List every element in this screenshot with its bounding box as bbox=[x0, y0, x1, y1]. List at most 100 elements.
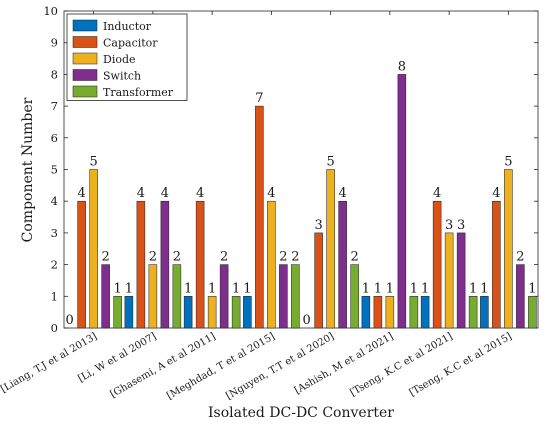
x-category-label: [Ghasemi, A et al 2011] bbox=[109, 331, 218, 400]
bar-transformer bbox=[231, 296, 241, 329]
legend-label: Capacitor bbox=[103, 37, 158, 50]
bar-value-label: 0 bbox=[302, 313, 310, 328]
bar-diode bbox=[207, 296, 217, 329]
bar-value-label: 4 bbox=[137, 186, 145, 201]
bar-diode bbox=[385, 296, 395, 329]
bar-value-label: 1 bbox=[362, 281, 370, 296]
bar-capacitor bbox=[432, 200, 442, 329]
legend-swatch-capacitor bbox=[72, 36, 98, 48]
y-tick-label: 9 bbox=[51, 36, 58, 50]
bar-value-label: 4 bbox=[338, 186, 346, 201]
x-category-label: [Liang, T.J et al 2013] bbox=[0, 331, 99, 395]
bar-switch bbox=[101, 264, 110, 329]
bar-value-label: 4 bbox=[433, 186, 441, 201]
bar-value-label: 1 bbox=[184, 281, 192, 296]
x-category-label: [Ashish, M et al 2021] bbox=[293, 331, 396, 397]
bar-value-label: 2 bbox=[279, 250, 287, 265]
bar-value-label: 2 bbox=[220, 250, 228, 265]
bar-value-label: 3 bbox=[314, 218, 322, 233]
bar-value-label: 1 bbox=[480, 281, 488, 296]
bar-value-label: 4 bbox=[492, 186, 500, 201]
bar-value-label: 2 bbox=[291, 250, 299, 265]
y-tick-label: 1 bbox=[51, 289, 58, 303]
bar-transformer bbox=[113, 296, 122, 329]
bar-switch bbox=[219, 264, 229, 329]
bar-diode bbox=[504, 169, 513, 329]
bar-transformer bbox=[409, 296, 419, 329]
bar-value-label: 1 bbox=[410, 281, 418, 296]
y-tick-label: 7 bbox=[51, 99, 58, 113]
bar-switch bbox=[516, 264, 525, 329]
bar-transformer bbox=[528, 296, 537, 329]
bar-value-label: 1 bbox=[208, 281, 216, 296]
bar-value-label: 7 bbox=[255, 91, 263, 106]
bar-value-label: 3 bbox=[457, 218, 465, 233]
bar-capacitor bbox=[314, 232, 323, 329]
bar-value-label: 2 bbox=[516, 250, 524, 265]
y-tick-label: 10 bbox=[43, 4, 58, 18]
bar-value-label: 4 bbox=[161, 186, 169, 201]
bar-inductor bbox=[420, 296, 430, 329]
bar-switch bbox=[397, 74, 407, 329]
bar-value-label: 4 bbox=[77, 186, 85, 201]
bar-value-label: 5 bbox=[89, 155, 97, 170]
bar-value-label: 0 bbox=[65, 313, 73, 328]
y-tick-label: 2 bbox=[51, 258, 58, 272]
y-tick-label: 6 bbox=[51, 131, 58, 145]
legend-label: Diode bbox=[103, 53, 136, 66]
bar-switch bbox=[279, 264, 288, 329]
bar-capacitor bbox=[255, 105, 264, 329]
bar-value-label: 4 bbox=[196, 186, 204, 201]
bar-switch bbox=[160, 200, 170, 329]
bar-capacitor bbox=[195, 200, 205, 329]
bar-switch bbox=[338, 200, 347, 329]
bar-diode bbox=[444, 232, 454, 329]
bar-inductor bbox=[124, 296, 134, 329]
x-category-label: [Tseng, K.C et al 2015] bbox=[408, 331, 514, 399]
bar-value-label: 1 bbox=[374, 281, 382, 296]
bar-inductor bbox=[243, 296, 252, 329]
legend-swatch-switch bbox=[72, 69, 98, 81]
bar-diode bbox=[89, 169, 98, 329]
bar-value-label: 1 bbox=[113, 281, 121, 296]
bar-value-label: 1 bbox=[125, 281, 133, 296]
bar-value-label: 2 bbox=[101, 250, 109, 265]
bar-diode bbox=[148, 264, 158, 329]
bar-switch bbox=[456, 232, 466, 329]
bar-diode bbox=[267, 200, 276, 329]
bar-value-label: 2 bbox=[173, 250, 181, 265]
x-category-label: [Nguyen, T.T et al 2020] bbox=[224, 331, 336, 402]
bar-value-label: 1 bbox=[528, 281, 536, 296]
bar-value-label: 4 bbox=[267, 186, 275, 201]
legend: Inductor Capacitor Diode Switch Transformer bbox=[66, 13, 188, 101]
bar-value-label: 2 bbox=[350, 250, 358, 265]
bar-diode bbox=[326, 169, 335, 329]
x-category-label: [Meghdad, T et al 2015] bbox=[165, 331, 277, 402]
bar-value-label: 1 bbox=[421, 281, 429, 296]
bar-transformer bbox=[172, 264, 182, 329]
legend-label: Switch bbox=[103, 70, 141, 83]
bar-value-label: 1 bbox=[243, 281, 251, 296]
y-tick-label: 3 bbox=[51, 226, 58, 240]
bar-inductor bbox=[183, 296, 193, 329]
legend-label: Transformer bbox=[103, 86, 174, 99]
y-tick-label: 4 bbox=[51, 194, 58, 208]
x-category-label: [Tseng, K.C et al 2021] bbox=[348, 331, 454, 399]
bar-value-label: 5 bbox=[504, 155, 512, 170]
bar-transformer bbox=[291, 264, 300, 329]
bar-value-label: 2 bbox=[149, 250, 157, 265]
bar-capacitor bbox=[77, 200, 86, 329]
legend-label: Inductor bbox=[103, 20, 152, 33]
bar-transformer bbox=[468, 296, 478, 329]
bar-value-label: 1 bbox=[386, 281, 394, 296]
bar-value-label: 5 bbox=[326, 155, 334, 170]
bar-value-label: 3 bbox=[445, 218, 453, 233]
bar-capacitor bbox=[373, 296, 383, 329]
bar-inductor bbox=[480, 296, 489, 329]
bar-value-label: 1 bbox=[232, 281, 240, 296]
y-tick-label: 8 bbox=[51, 67, 58, 81]
bar-value-label: 1 bbox=[469, 281, 477, 296]
x-axis-title: Isolated DC-DC Converter bbox=[208, 405, 394, 421]
legend-swatch-inductor bbox=[72, 19, 98, 32]
